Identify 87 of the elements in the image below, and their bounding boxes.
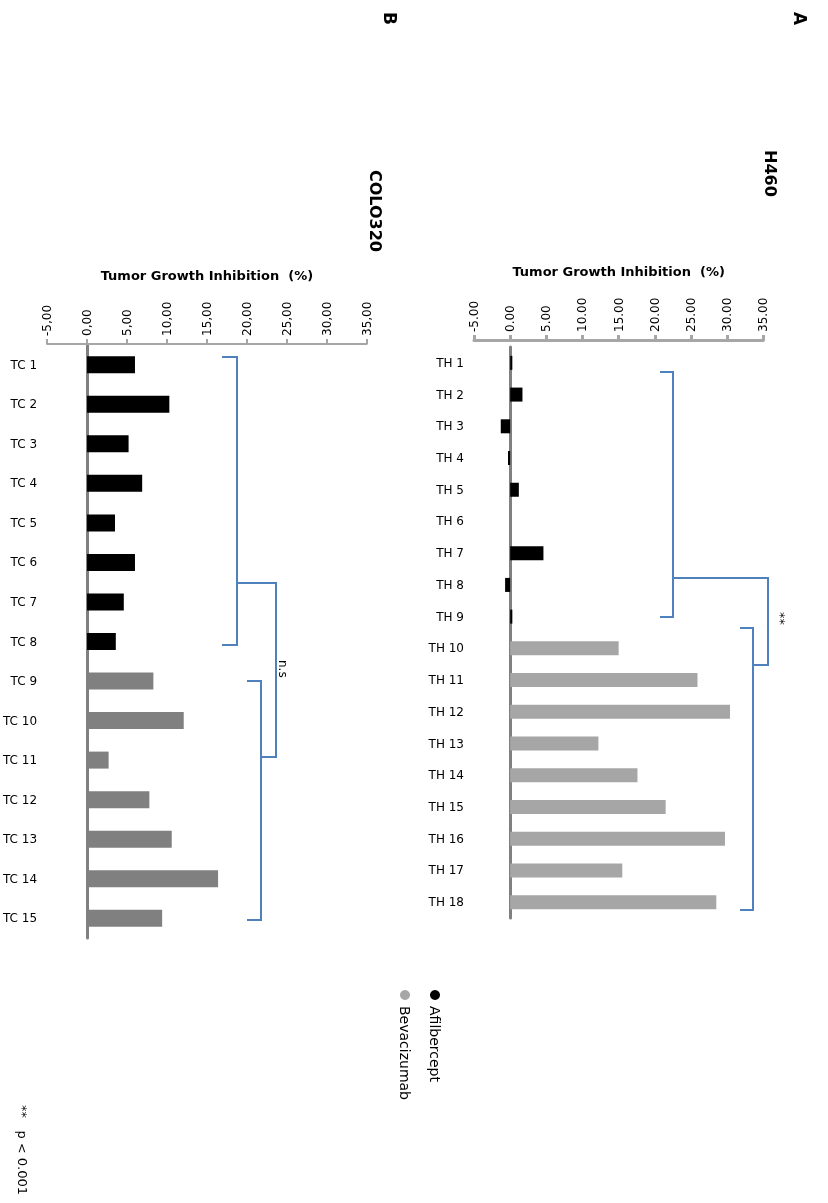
y-tick-label: TH 6 xyxy=(435,514,464,529)
x-tick-label: 35,00 xyxy=(359,301,374,336)
legend-label: Bevacizumab xyxy=(397,1006,413,1101)
bar xyxy=(510,546,544,561)
x-tick-label: 30.00 xyxy=(720,297,735,332)
bar xyxy=(87,553,135,571)
bar xyxy=(500,419,511,434)
x-axis-title: Tumor Growth Inhibition (%) xyxy=(512,264,725,279)
bar xyxy=(87,435,129,453)
x-tick-label: 20.00 xyxy=(647,297,662,332)
y-tick-label: TH 8 xyxy=(435,577,464,592)
x-tick-label: 10.00 xyxy=(575,297,590,332)
text: ** p < 0.001 xyxy=(14,1105,30,1196)
x-tick-label: 5.00 xyxy=(539,305,554,332)
y-tick-label: TH 15 xyxy=(427,799,464,814)
y-tick-label: TC 2 xyxy=(9,397,38,412)
bar xyxy=(87,593,124,611)
y-tick-label: TH 7 xyxy=(435,546,464,561)
x-tick-label: -5,00 xyxy=(40,304,55,336)
text: ** xyxy=(772,612,788,626)
x-tick-label: 20,00 xyxy=(239,301,254,336)
x-tick-label: 30,00 xyxy=(319,301,334,336)
bar xyxy=(505,577,511,592)
x-tick-label: 25,00 xyxy=(279,301,294,336)
text: B xyxy=(380,12,400,25)
x-axis-title: Tumor Growth Inhibition (%) xyxy=(100,268,314,283)
x-tick-label: 0,00 xyxy=(80,309,95,336)
y-tick-label: TC 5 xyxy=(9,515,38,530)
y-tick-label: TC 3 xyxy=(9,436,38,451)
y-tick-label: TH 9 xyxy=(435,609,464,624)
y-tick-label: TH 1 xyxy=(435,355,464,370)
x-tick-label: 15,00 xyxy=(199,301,214,336)
x-tick-label: -5.00 xyxy=(467,300,481,332)
y-tick-label: TC 14 xyxy=(2,871,38,886)
y-tick-label: TC 9 xyxy=(9,674,38,689)
y-tick-label: TH 5 xyxy=(435,482,464,497)
y-tick-label: TH 14 xyxy=(427,768,464,783)
bar xyxy=(510,831,725,846)
y-tick-label: TH 4 xyxy=(435,451,464,466)
text: A xyxy=(790,12,810,26)
bar xyxy=(510,641,619,656)
y-tick-label: TH 10 xyxy=(427,641,464,656)
bar xyxy=(510,355,513,370)
x-tick-label: 15.00 xyxy=(611,297,626,332)
bar xyxy=(510,799,666,814)
y-tick-label: TC 12 xyxy=(2,792,38,807)
y-tick-label: TH 16 xyxy=(427,831,464,846)
y-tick-label: TH 11 xyxy=(427,673,464,688)
bar xyxy=(510,704,731,719)
y-tick-label: TH 3 xyxy=(435,419,464,434)
x-tick-label: 0.00 xyxy=(503,305,518,332)
y-tick-label: TC 11 xyxy=(2,753,38,768)
y-tick-label: TC 6 xyxy=(9,555,38,570)
bar xyxy=(87,356,135,374)
x-tick-label: 25.00 xyxy=(683,297,698,332)
bar xyxy=(87,395,170,413)
y-tick-label: TC 4 xyxy=(9,476,38,491)
bar xyxy=(507,451,511,466)
chart-title: H460 xyxy=(760,150,780,197)
bar xyxy=(510,768,638,783)
y-tick-label: TH 18 xyxy=(427,895,464,910)
y-tick-label: TH 2 xyxy=(435,387,464,402)
bar xyxy=(510,673,698,688)
y-tick-label: TC 8 xyxy=(9,634,38,649)
y-tick-label: TC 10 xyxy=(2,713,38,728)
y-tick-label: TH 13 xyxy=(427,736,464,751)
x-tick-label: 35.00 xyxy=(756,297,771,332)
bar xyxy=(87,633,116,650)
y-tick-label: TC 7 xyxy=(9,594,38,609)
bar xyxy=(87,474,143,492)
bar xyxy=(510,895,717,910)
x-tick-label: 10,00 xyxy=(159,301,174,336)
x-tick-label: 5,00 xyxy=(119,309,134,336)
y-tick-label: TC 13 xyxy=(2,832,38,847)
bar xyxy=(87,514,116,532)
bar xyxy=(510,863,623,878)
bar xyxy=(510,736,599,751)
chart-title: COLO320 xyxy=(365,170,385,252)
y-tick-label: TC 15 xyxy=(2,911,38,926)
y-tick-label: TH 17 xyxy=(427,863,464,878)
bar xyxy=(510,387,523,402)
bar xyxy=(510,609,513,624)
y-tick-label: TC 1 xyxy=(9,357,38,372)
y-tick-label: TH 12 xyxy=(427,704,464,719)
annotation: n.s xyxy=(276,660,290,678)
bar xyxy=(510,482,519,497)
legend-label: Afilbercept xyxy=(427,1006,443,1083)
